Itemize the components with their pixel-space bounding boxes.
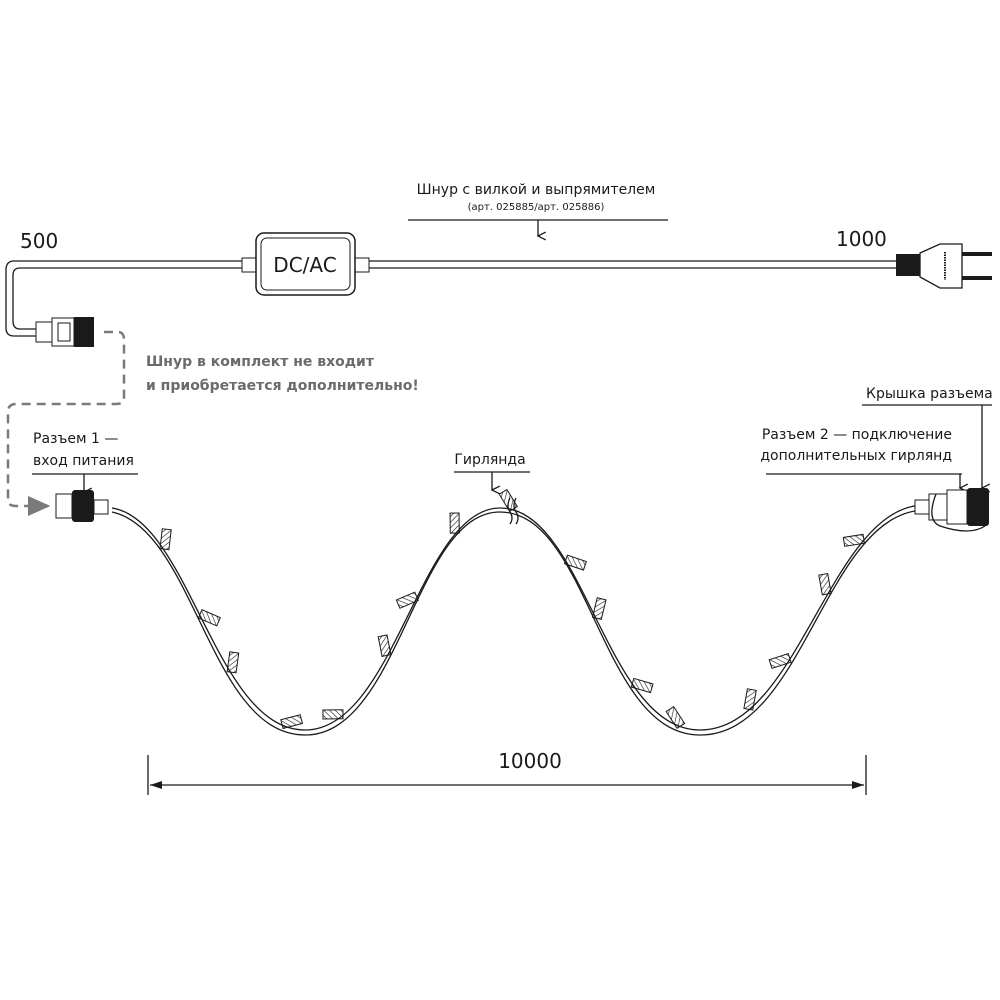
connector2-line2: дополнительных гирлянд xyxy=(760,448,952,464)
cord-label: Шнур с вилкой и выпрямителем (арт. 02588… xyxy=(408,182,668,236)
bulb-icon xyxy=(842,533,866,547)
connector2-line1: Разъем 2 — подключение xyxy=(762,427,952,443)
bulb-icon xyxy=(159,528,172,551)
bulb-icon xyxy=(280,714,304,730)
rectifier-label: DC/AC xyxy=(273,253,336,277)
cord-connector-icon xyxy=(35,317,94,347)
bulb-icon xyxy=(630,677,654,694)
plug-icon xyxy=(896,243,992,289)
bulb-icon xyxy=(322,709,344,720)
connector1-line1: Разъем 1 — xyxy=(33,431,118,447)
connector1-icon xyxy=(55,490,109,522)
cord-article: (арт. 025885/арт. 025886) xyxy=(468,202,605,213)
bulb-icon xyxy=(377,634,392,657)
note-line2: и приобретается дополнительно! xyxy=(146,378,419,394)
connector2-icon xyxy=(914,488,989,532)
bulb-icon xyxy=(591,597,607,620)
dashed-connection xyxy=(6,330,126,516)
garland-length: 10000 xyxy=(498,749,562,773)
bulb-icon xyxy=(395,591,419,609)
bulb-icon xyxy=(498,488,518,512)
cord-title: Шнур с вилкой и выпрямителем xyxy=(417,182,656,198)
dimension-10000: 10000 xyxy=(147,749,867,795)
power-cord: DC/AC xyxy=(5,232,992,347)
bulb-icon xyxy=(226,651,240,674)
bulb-icon xyxy=(818,573,832,596)
rectifier-sleeve-right xyxy=(354,257,370,273)
bulb-icon xyxy=(743,688,757,711)
cap-strap xyxy=(931,493,986,532)
bulb-icon xyxy=(563,554,587,571)
connector1-line2: вход питания xyxy=(33,453,134,469)
bulb-icon xyxy=(665,705,686,730)
cap-label: Крышка разъема xyxy=(866,386,993,402)
rectifier-sleeve-left xyxy=(241,257,257,273)
bulb-icon xyxy=(449,512,460,534)
length-500: 500 xyxy=(20,229,58,253)
bulb-icon xyxy=(197,609,221,627)
garland-wire xyxy=(111,504,926,736)
garland-label: Гирлянда xyxy=(454,452,525,468)
length-1000: 1000 xyxy=(836,227,887,251)
note-line1: Шнур в комплект не входит xyxy=(146,354,375,370)
bulbs xyxy=(159,488,866,730)
rectifier-box xyxy=(255,232,356,296)
bulb-icon xyxy=(768,652,792,669)
